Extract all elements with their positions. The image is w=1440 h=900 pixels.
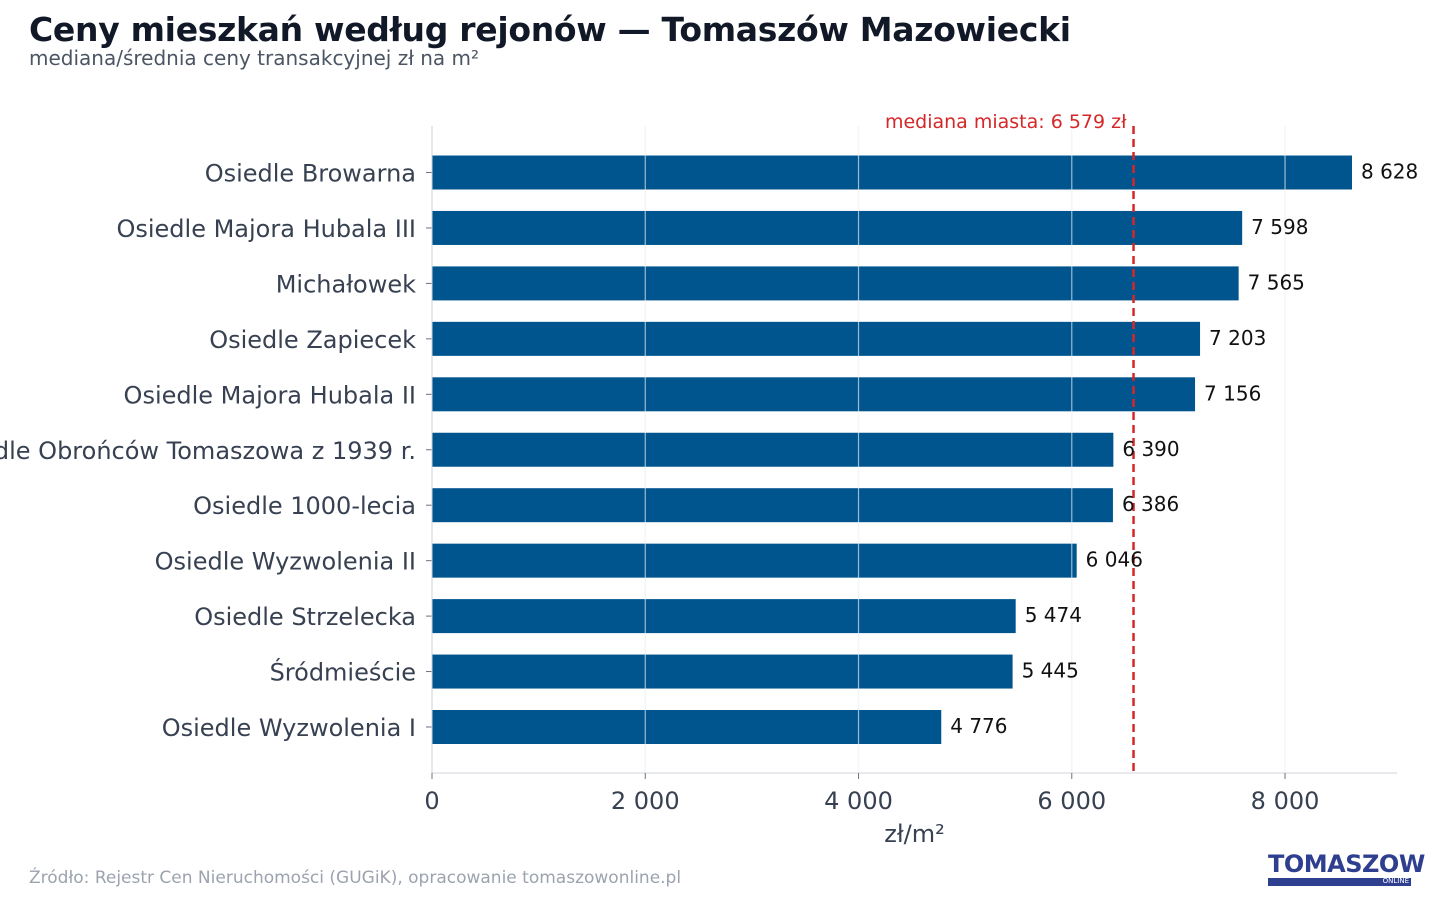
category-label: Michałowek (276, 270, 416, 298)
category-label: Osiedle Zapiecek (209, 326, 416, 354)
median-reference: mediana miasta: 6 579 zł (885, 111, 1135, 773)
value-label: 5 445 (1022, 659, 1079, 683)
value-label: 6 390 (1122, 437, 1179, 461)
category-label: Śródmieście (270, 657, 416, 687)
bar (432, 488, 1113, 523)
value-label: 6 046 (1086, 548, 1143, 572)
bar (432, 155, 1353, 190)
category-label: Osiedle Browarna (205, 160, 416, 188)
category-label: Osiedle Obrońców Tomaszowa z 1939 r. (0, 437, 416, 465)
bar (432, 266, 1239, 301)
logo-text: TOMASZOW (1268, 850, 1425, 878)
category-label: Osiedle Majora Hubala II (124, 381, 416, 409)
source-note: Źródło: Rejestr Cen Nieruchomości (GUGiK… (29, 868, 682, 888)
bar (432, 543, 1077, 578)
bar (432, 599, 1016, 634)
logo: TOMASZOW ONLINE (1268, 850, 1425, 890)
x-tick-label: 6 000 (1037, 787, 1106, 815)
value-label: 7 598 (1251, 215, 1308, 239)
x-tick-label: 0 (424, 787, 439, 815)
category-label: Osiedle Majora Hubala III (116, 215, 416, 243)
x-tick-label: 8 000 (1251, 787, 1320, 815)
category-label: Osiedle Wyzwolenia I (162, 714, 416, 742)
bar (432, 710, 942, 744)
value-label: 7 156 (1204, 381, 1261, 405)
category-label: Osiedle Strzelecka (194, 603, 416, 631)
bar (432, 210, 1243, 245)
bar (432, 377, 1196, 412)
value-label: 6 386 (1122, 492, 1179, 516)
axes: Osiedle Browarna Osiedle Majora Hubala II… (0, 126, 1397, 848)
x-tick-label: 4 000 (824, 787, 893, 815)
value-labels: 8 628 7 598 7 565 7 203 7 156 6 390 6 386 6 046… (950, 160, 1418, 739)
x-axis-title: zł/m² (884, 820, 945, 848)
x-tick-label: 2 000 (611, 787, 680, 815)
category-label: Osiedle 1000-lecia (193, 492, 416, 520)
bars (432, 126, 1353, 773)
logo-subtext: ONLINE (1382, 877, 1409, 885)
value-label: 8 628 (1361, 160, 1418, 184)
value-label: 4 776 (950, 714, 1007, 738)
chart-subtitle: mediana/średnia ceny transakcyjnej zł na… (29, 46, 480, 70)
bar (432, 321, 1201, 356)
value-label: 7 203 (1209, 326, 1266, 350)
category-label: Osiedle Wyzwolenia II (155, 548, 416, 576)
logo-bar (1268, 878, 1411, 886)
value-label: 7 565 (1248, 270, 1305, 294)
bar (432, 432, 1114, 467)
value-label: 5 474 (1025, 603, 1082, 627)
median-label: mediana miasta: 6 579 zł (885, 111, 1127, 133)
chart-title: Ceny mieszkań według rejonów — Tomaszów … (29, 10, 1071, 49)
bar (432, 654, 1013, 689)
